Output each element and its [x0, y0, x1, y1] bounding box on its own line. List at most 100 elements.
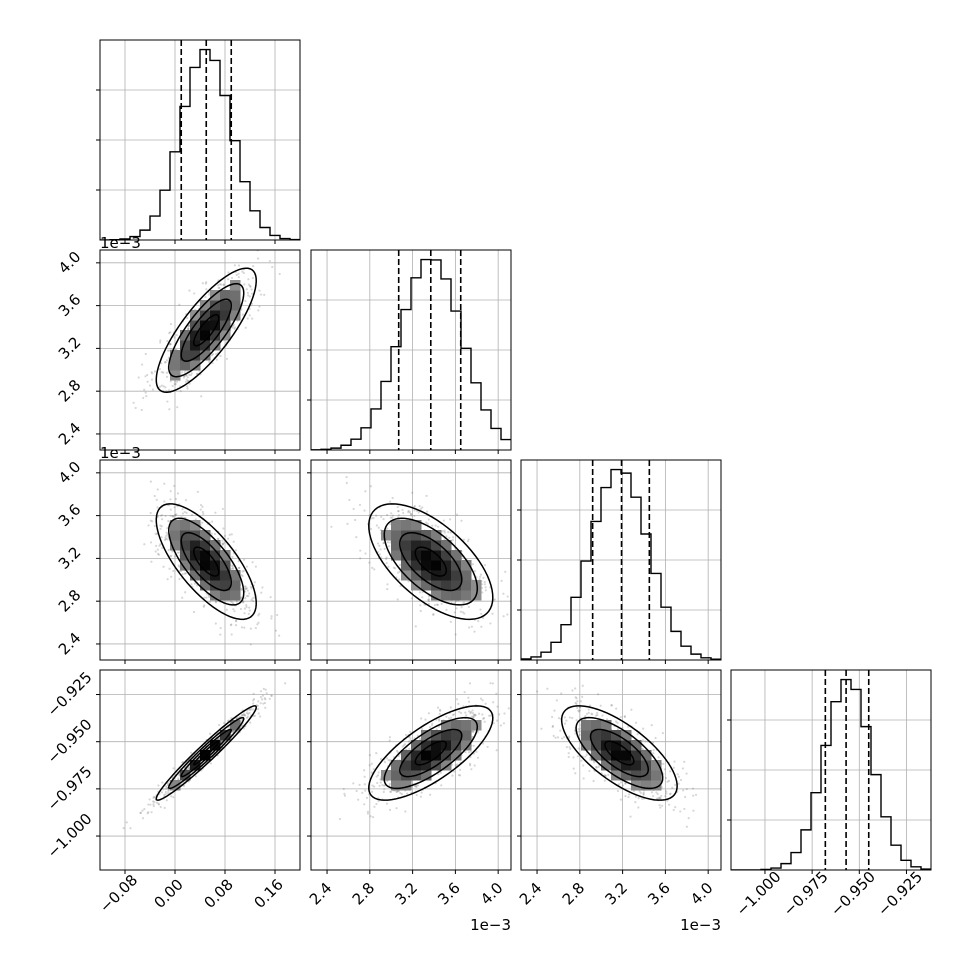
scatter-point — [153, 524, 156, 528]
scatter-point — [165, 359, 169, 362]
scatter-point — [449, 706, 452, 709]
scatter-point — [139, 811, 142, 815]
scatter-point — [166, 339, 169, 343]
scatter-point — [669, 792, 672, 795]
scatter-point — [568, 745, 571, 749]
scatter-point — [178, 577, 181, 581]
scatter-point — [679, 810, 682, 813]
scatter-point — [683, 807, 686, 811]
scatter-point — [387, 545, 391, 548]
scatter-point — [202, 605, 205, 608]
scatter-point — [466, 540, 470, 543]
scatter-point — [254, 565, 257, 568]
scatter-point — [674, 806, 677, 809]
x-tick-label: 3.6 — [644, 879, 674, 909]
scatter-point — [156, 488, 159, 491]
scatter-point — [169, 490, 172, 493]
scatter-point — [563, 716, 566, 719]
scatter-point — [200, 395, 203, 398]
scatter-point — [634, 795, 637, 798]
scatter-point — [146, 812, 149, 815]
scatter-point — [436, 706, 440, 709]
scatter-point — [243, 612, 246, 615]
scatter-point — [270, 617, 273, 620]
scatter-point — [682, 789, 685, 792]
scatter-point — [258, 305, 261, 308]
scatter-point — [244, 587, 247, 590]
scatter-point — [163, 793, 166, 796]
scatter-point — [225, 357, 229, 361]
scatter-point — [165, 531, 168, 534]
scatter-point — [202, 512, 205, 516]
scatter-point — [469, 712, 472, 715]
density-cell — [210, 570, 221, 581]
scatter-point — [624, 782, 627, 785]
scatter-point — [692, 794, 695, 797]
scatter-point — [251, 597, 254, 600]
density-cell — [411, 570, 422, 581]
scatter-point — [373, 805, 376, 808]
scatter-point — [578, 706, 582, 709]
scatter-point — [503, 712, 506, 715]
scatter-point — [192, 610, 196, 614]
density-cell — [611, 760, 622, 771]
scatter-point — [431, 722, 434, 725]
scatter-point — [174, 382, 177, 386]
x-tick-label: 0.00 — [150, 875, 186, 911]
scatter-point — [261, 698, 264, 701]
scatter-point — [578, 730, 581, 733]
scatter-point — [420, 791, 423, 794]
density-cell — [581, 720, 592, 731]
scatter-point — [239, 597, 243, 600]
scatter-point — [589, 756, 592, 759]
scatter-point — [160, 384, 163, 387]
scatter-point — [208, 600, 211, 603]
scatter-point — [592, 779, 595, 783]
scatter-point — [243, 585, 246, 588]
scatter-point — [159, 514, 162, 517]
scatter-point — [237, 272, 240, 275]
scatter-point — [182, 376, 186, 379]
scatter-point — [383, 788, 386, 791]
scatter-point — [361, 791, 364, 794]
scatter-point — [256, 704, 259, 707]
scatter-point — [156, 552, 160, 555]
scatter-point — [385, 556, 388, 559]
density-cell — [451, 550, 462, 561]
scatter-point — [472, 716, 475, 719]
density-cell — [170, 540, 181, 551]
scatter-point — [478, 577, 481, 581]
scatter-point — [397, 510, 400, 513]
density-cell — [220, 590, 231, 601]
scatter-point — [399, 584, 402, 588]
scatter-point — [244, 587, 248, 591]
scatter-point — [142, 396, 145, 400]
scatter-point — [408, 747, 411, 750]
scatter-point — [145, 394, 148, 398]
scatter-point — [481, 713, 484, 716]
scatter-point — [371, 815, 375, 819]
scatter-point — [169, 342, 172, 346]
scatter-point — [408, 511, 411, 514]
scatter-point — [471, 711, 474, 715]
scatter-point — [256, 623, 259, 626]
contour-level — [180, 298, 232, 362]
panel-frame — [99, 459, 301, 661]
scatter-point — [251, 317, 254, 320]
scatter-point — [140, 408, 143, 412]
scatter-point — [605, 718, 609, 721]
scatter-point — [169, 322, 173, 326]
scatter-point — [366, 810, 370, 813]
density-cell — [651, 780, 662, 791]
scatter-point — [577, 709, 580, 712]
scatter-point — [150, 811, 153, 814]
scatter-point — [669, 770, 672, 773]
y-tick-label: 2.4 — [55, 629, 85, 659]
scatter-point — [137, 376, 140, 379]
y-tick-label: −1.000 — [44, 810, 96, 862]
scatter-point — [392, 566, 395, 569]
density-cell — [190, 520, 201, 531]
scatter-point — [483, 580, 486, 584]
scatter-point — [218, 737, 221, 741]
scatter-point — [171, 515, 174, 518]
